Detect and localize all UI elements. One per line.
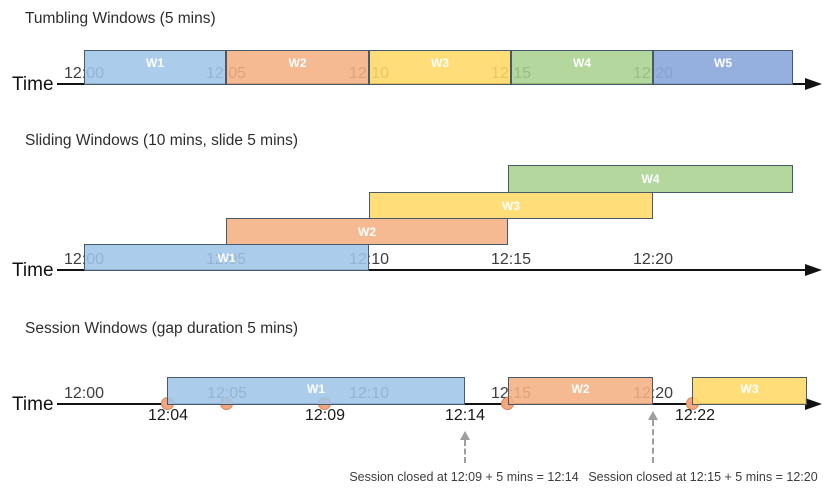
session-axis-arrowhead-icon <box>805 398 822 410</box>
window-box: W4 <box>508 165 793 193</box>
sliding-axis-arrowhead-icon <box>805 264 822 276</box>
event-time-label: 12:09 <box>304 407 346 424</box>
window-label: W4 <box>573 55 591 70</box>
session-close-arrowhead-icon <box>648 411 658 420</box>
window-box: W2 <box>226 218 508 245</box>
window-label: W1 <box>307 382 325 396</box>
tick-label: 12:20 <box>632 251 674 268</box>
window-box: W2 <box>508 377 653 405</box>
window-box: W2 <box>226 50 369 85</box>
window-box: W3 <box>369 50 511 85</box>
session-close-arrowhead-icon <box>460 431 470 440</box>
window-label: W4 <box>641 172 660 186</box>
window-label: W3 <box>431 55 449 70</box>
window-label: W2 <box>571 382 590 396</box>
session-time-label: Time <box>12 394 54 415</box>
session-close-arrow <box>652 420 654 463</box>
window-box: W5 <box>653 50 793 85</box>
tumbling-axis-arrowhead-icon <box>805 78 822 90</box>
sliding-section-title: Sliding Windows (10 mins, slide 5 mins) <box>25 132 299 149</box>
event-time-label: 12:14 <box>444 407 486 424</box>
sliding-time-label: Time <box>12 260 54 281</box>
window-label: W3 <box>740 382 759 396</box>
window-box: W1 <box>167 377 465 405</box>
tick-label: 12:15 <box>490 251 532 268</box>
window-box: W4 <box>511 50 653 85</box>
window-box: W1 <box>84 244 369 271</box>
window-label: W2 <box>288 55 307 70</box>
window-label: W2 <box>358 224 376 239</box>
window-box: W3 <box>692 377 807 405</box>
annotation-text: Session closed at 12:09 + 5 mins = 12:14 <box>349 470 579 484</box>
tick-label: 12:00 <box>63 385 105 402</box>
window-box: W1 <box>84 50 226 85</box>
session-section-title: Session Windows (gap duration 5 mins) <box>25 320 299 337</box>
window-label: W5 <box>714 55 732 70</box>
event-time-label: 12:22 <box>674 407 716 424</box>
window-box: W3 <box>369 192 653 219</box>
tumbling-section-title: Tumbling Windows (5 mins) <box>25 10 216 27</box>
annotation-text: Session closed at 12:15 + 5 mins = 12:20 <box>588 470 818 484</box>
window-label: W1 <box>146 55 164 70</box>
sliding-time-axis <box>57 269 808 271</box>
window-label: W3 <box>502 198 520 213</box>
event-time-label: 12:04 <box>147 407 189 424</box>
tumbling-time-label: Time <box>12 74 54 95</box>
session-close-arrow <box>464 440 466 463</box>
window-label: W1 <box>217 250 236 265</box>
